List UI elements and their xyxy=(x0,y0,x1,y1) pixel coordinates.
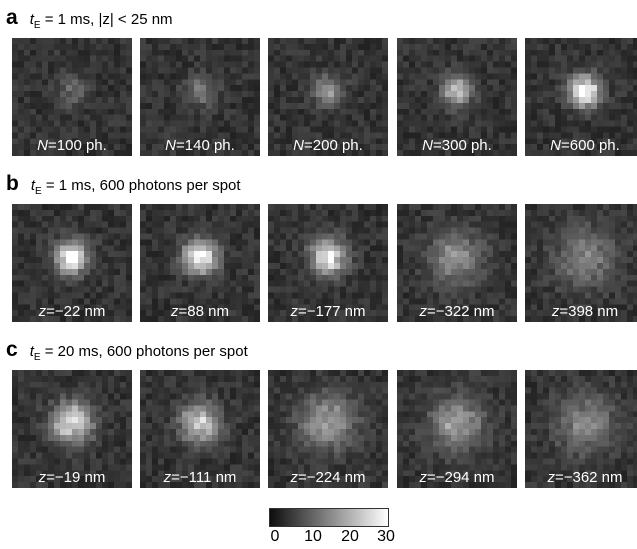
spot-image-pixels xyxy=(397,370,517,488)
spot-image-pixels xyxy=(525,204,637,322)
spot-image-pixels xyxy=(12,38,132,156)
spot-image-pixels xyxy=(397,204,517,322)
spot-label: N=600 ph. xyxy=(550,137,620,154)
spot-label: z=−322 nm xyxy=(419,303,495,320)
spot-image-pixels xyxy=(140,370,260,488)
spot-image-pixels xyxy=(12,204,132,322)
row-c-header: c tE = 20 ms, 600 photons per spot xyxy=(6,338,248,364)
spot-label: z=−22 nm xyxy=(38,303,106,320)
spot-image-pixels xyxy=(140,38,260,156)
spot-label: N=100 ph. xyxy=(37,137,107,154)
spot-image: z=−19 nm xyxy=(12,370,132,488)
row-b-header: b tE = 1 ms, 600 photons per spot xyxy=(6,172,241,198)
spot-label: z=−362 nm xyxy=(547,469,623,486)
row-a-title: tE = 1 ms, |z| < 25 nm xyxy=(29,11,173,31)
spot-image-pixels xyxy=(268,204,388,322)
spot-image: z=398 nm xyxy=(525,204,637,322)
spot-image-pixels xyxy=(140,204,260,322)
spot-label: z=88 nm xyxy=(171,303,229,320)
spot-image: z=−224 nm xyxy=(268,370,388,488)
row-a-images: N=100 ph. N=140 ph. N=200 ph. N=300 ph. N=60… xyxy=(12,38,637,156)
colorbar-tick: 20 xyxy=(341,528,359,545)
spot-image: N=140 ph. xyxy=(140,38,260,156)
spot-image: N=100 ph. xyxy=(12,38,132,156)
panel-letter-a: a xyxy=(6,6,18,29)
spot-label: N=140 ph. xyxy=(165,137,235,154)
spot-label: z=398 nm xyxy=(551,303,619,320)
spot-image: N=200 ph. xyxy=(268,38,388,156)
spot-image-pixels xyxy=(397,38,517,156)
colorbar-tick: 10 xyxy=(304,528,322,545)
spot-label: z=−111 nm xyxy=(163,469,237,486)
spot-image-pixels xyxy=(268,38,388,156)
spot-image: z=−294 nm xyxy=(397,370,517,488)
colorbar xyxy=(269,508,389,527)
spot-image: N=600 ph. xyxy=(525,38,637,156)
panel-letter-b: b xyxy=(6,172,19,195)
row-c-title: tE = 20 ms, 600 photons per spot xyxy=(29,343,248,363)
colorbar-tick: 0 xyxy=(270,528,280,545)
spot-image-pixels xyxy=(268,370,388,488)
spot-label: z=−224 nm xyxy=(290,469,366,486)
spot-image: z=88 nm xyxy=(140,204,260,322)
row-a-header: a tE = 1 ms, |z| < 25 nm xyxy=(6,6,173,32)
spot-label: z=−294 nm xyxy=(419,469,495,486)
spot-label: N=200 ph. xyxy=(293,137,363,154)
spot-image-pixels xyxy=(525,38,637,156)
spot-label: N=300 ph. xyxy=(422,137,492,154)
spot-image-pixels xyxy=(12,370,132,488)
colorbar-tick: 30 xyxy=(377,528,395,545)
row-b-title: tE = 1 ms, 600 photons per spot xyxy=(30,177,241,197)
spot-label: z=−177 nm xyxy=(290,303,366,320)
spot-image: N=300 ph. xyxy=(397,38,517,156)
spot-image: z=−22 nm xyxy=(12,204,132,322)
spot-image: z=−322 nm xyxy=(397,204,517,322)
spot-image: z=−177 nm xyxy=(268,204,388,322)
spot-label: z=−19 nm xyxy=(38,469,106,486)
row-b-images: z=−22 nm z=88 nm z=−177 nm z=−322 nm z=398 n… xyxy=(12,204,637,322)
spot-image: z=−111 nm xyxy=(140,370,260,488)
spot-image: z=−362 nm xyxy=(525,370,637,488)
panel-letter-c: c xyxy=(6,338,18,361)
spot-image-pixels xyxy=(525,370,637,488)
row-c-images: z=−19 nm z=−111 nm z=−224 nm z=−294 nm z=−36… xyxy=(12,370,637,488)
